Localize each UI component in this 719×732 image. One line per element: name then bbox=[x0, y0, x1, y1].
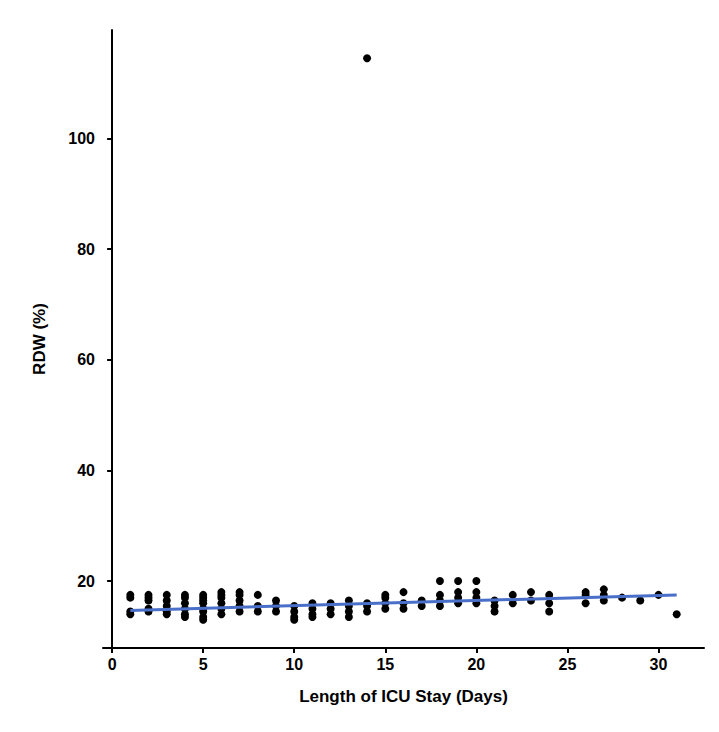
svg-text:40: 40 bbox=[77, 462, 95, 479]
svg-text:100: 100 bbox=[68, 130, 95, 147]
svg-text:RDW (%): RDW (%) bbox=[30, 303, 49, 375]
svg-text:5: 5 bbox=[199, 656, 208, 673]
svg-text:25: 25 bbox=[559, 656, 577, 673]
svg-text:Length of ICU Stay (Days): Length of ICU Stay (Days) bbox=[299, 687, 508, 706]
svg-text:20: 20 bbox=[77, 573, 95, 590]
svg-text:80: 80 bbox=[77, 241, 95, 258]
svg-text:60: 60 bbox=[77, 351, 95, 368]
svg-text:15: 15 bbox=[376, 656, 394, 673]
svg-text:20: 20 bbox=[467, 656, 485, 673]
svg-text:0: 0 bbox=[108, 656, 117, 673]
svg-text:10: 10 bbox=[285, 656, 303, 673]
svg-text:30: 30 bbox=[650, 656, 668, 673]
